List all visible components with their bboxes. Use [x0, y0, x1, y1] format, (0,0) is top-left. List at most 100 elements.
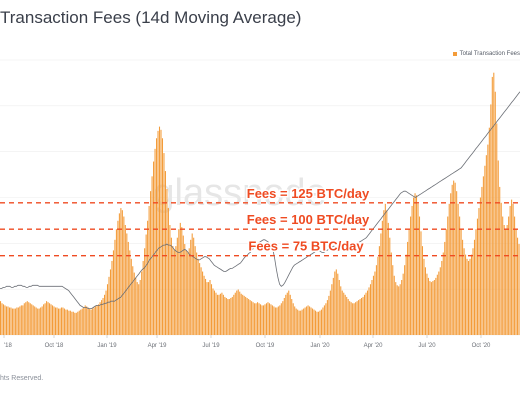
bar	[38, 308, 40, 335]
bar	[29, 303, 31, 335]
bar	[202, 271, 204, 335]
bar	[398, 286, 400, 335]
bar	[191, 233, 193, 335]
bar	[111, 260, 113, 335]
bar	[444, 241, 446, 335]
bar	[402, 273, 404, 335]
bar	[319, 310, 321, 335]
bar	[145, 234, 147, 335]
bar	[209, 280, 211, 335]
bar	[157, 130, 159, 335]
bar	[172, 246, 174, 335]
bar	[19, 306, 21, 335]
bar	[481, 186, 483, 335]
bar	[366, 290, 369, 335]
bar	[383, 210, 385, 335]
bar	[375, 265, 377, 335]
bar	[515, 229, 517, 335]
bar	[453, 180, 455, 335]
bar	[57, 308, 60, 335]
bar	[142, 260, 144, 335]
bar	[423, 258, 425, 335]
bar	[356, 301, 358, 335]
bar	[190, 239, 192, 335]
bar	[231, 296, 233, 335]
bar	[320, 309, 322, 335]
bar	[44, 303, 46, 335]
x-tick-label: Jul '19	[202, 343, 220, 349]
bar	[413, 197, 415, 335]
bar	[105, 290, 107, 335]
bar	[40, 307, 42, 335]
bar	[167, 208, 169, 335]
bar	[141, 271, 143, 335]
bar	[377, 256, 379, 335]
bar	[129, 250, 131, 335]
x-tick-label: Apr '20	[364, 343, 383, 349]
bar	[199, 263, 201, 335]
bar	[50, 304, 52, 335]
bar	[484, 165, 486, 335]
bar	[323, 305, 325, 335]
bar	[514, 216, 516, 335]
bar	[121, 210, 123, 335]
bar	[148, 205, 150, 335]
bar	[294, 306, 296, 335]
bar	[478, 208, 480, 335]
bar	[233, 294, 235, 335]
bar	[63, 308, 65, 335]
legend-label: Total Transaction Fees	[459, 51, 520, 57]
bar	[181, 227, 183, 335]
bar	[395, 282, 397, 335]
bar	[310, 307, 312, 335]
bar	[17, 307, 19, 335]
bar	[500, 202, 502, 335]
bar	[417, 203, 419, 335]
bar	[53, 306, 55, 335]
bar	[251, 301, 253, 335]
bar	[98, 304, 100, 335]
bar	[343, 292, 345, 335]
bar	[512, 203, 514, 335]
bar	[153, 161, 155, 335]
bar	[270, 304, 272, 335]
bar	[476, 218, 478, 335]
bar	[505, 229, 507, 335]
bar	[448, 203, 450, 335]
bar	[268, 303, 270, 335]
bar	[304, 307, 306, 335]
grid	[0, 59, 520, 336]
bar	[126, 233, 128, 335]
bar	[245, 296, 247, 335]
threshold-lines: Fees = 125 BTC/day Fees = 100 BTC/day Fees…	[0, 184, 520, 257]
bar	[337, 273, 339, 335]
bar	[341, 290, 343, 335]
bar	[136, 282, 138, 335]
bar	[365, 292, 367, 335]
bar	[252, 302, 254, 335]
bar	[93, 307, 95, 335]
bar	[466, 258, 468, 335]
bar	[264, 304, 266, 335]
bar	[117, 220, 119, 335]
bar	[80, 309, 82, 335]
chart-title: Transaction Fees (14d Moving Average)	[0, 8, 302, 27]
bar	[81, 308, 83, 335]
bar	[84, 305, 86, 335]
bar	[31, 304, 33, 335]
bar	[506, 225, 508, 335]
bar	[16, 307, 18, 335]
bar	[355, 302, 357, 335]
bar	[99, 302, 101, 335]
bar	[225, 297, 227, 335]
bar	[479, 197, 481, 335]
bar	[187, 252, 189, 335]
bar	[328, 295, 330, 335]
bar	[59, 308, 61, 335]
bar	[101, 300, 103, 335]
bar	[306, 306, 308, 335]
bar	[393, 275, 395, 335]
bar	[54, 307, 57, 335]
bar	[262, 305, 265, 335]
bar	[338, 280, 340, 335]
